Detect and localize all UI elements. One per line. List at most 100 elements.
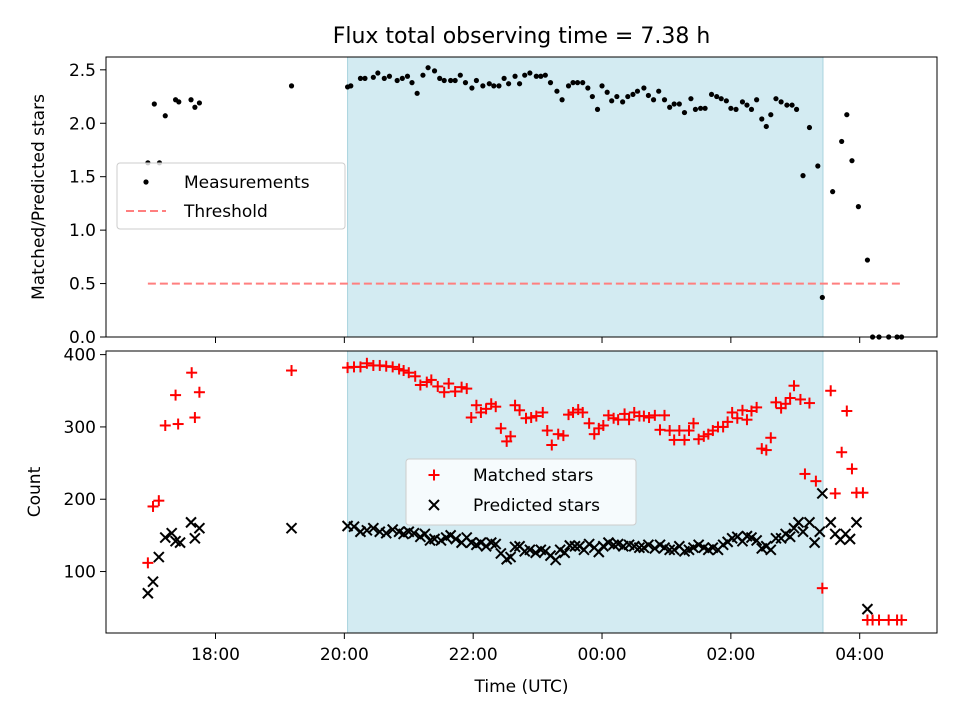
top-ytick-label: 1.5 bbox=[69, 168, 96, 188]
matched-star-point bbox=[799, 468, 811, 480]
measurement-point bbox=[697, 105, 704, 111]
measurement-point bbox=[641, 85, 647, 91]
measurement-point bbox=[830, 189, 836, 195]
matched-star-point bbox=[189, 412, 201, 424]
measurement-point bbox=[630, 91, 636, 98]
matched-star-point bbox=[409, 370, 421, 382]
bottom-xtick-label: 02:00 bbox=[706, 645, 755, 665]
matched-star-point bbox=[286, 365, 298, 377]
top-ytick-label: 2.0 bbox=[69, 114, 96, 134]
measurement-point bbox=[714, 93, 720, 100]
measurement-point bbox=[789, 102, 795, 108]
measurement-point bbox=[437, 75, 443, 81]
matched-star-point bbox=[147, 500, 159, 512]
measurement-point bbox=[688, 96, 694, 102]
measurement-point bbox=[348, 83, 354, 89]
bottom-ticks: 100 200 300 400 18:00 20:00 22:00 00:00 02:00 04:… bbox=[64, 346, 885, 665]
measurement-point bbox=[625, 93, 631, 100]
matched-star-point bbox=[741, 414, 753, 426]
matched-star-point bbox=[432, 380, 444, 392]
legend-matched-glyph bbox=[428, 469, 440, 481]
measurement-point bbox=[565, 83, 572, 89]
matched-star-point bbox=[654, 424, 666, 436]
measurement-point bbox=[547, 80, 554, 86]
measurement-point bbox=[527, 70, 533, 76]
measurement-point bbox=[452, 77, 458, 84]
matched-star-point bbox=[846, 463, 858, 475]
predicted-star-point bbox=[444, 529, 457, 542]
predicted-star-point bbox=[649, 542, 661, 555]
measurement-point bbox=[614, 93, 620, 100]
predicted-star-point bbox=[642, 539, 655, 551]
matched-star-point bbox=[829, 487, 841, 499]
measurement-point bbox=[667, 104, 673, 110]
predicted-star-point bbox=[808, 536, 821, 549]
matched-star-point bbox=[659, 409, 671, 421]
measurement-point bbox=[362, 75, 368, 81]
legend-threshold-label: Threshold bbox=[183, 202, 268, 222]
predicted-star-point bbox=[765, 544, 777, 556]
measurement-point bbox=[473, 77, 480, 84]
measurement-point bbox=[585, 85, 591, 91]
predicted-star-point bbox=[850, 516, 863, 529]
bottom-xtick-label: 00:00 bbox=[578, 645, 627, 665]
matched-star-point bbox=[751, 401, 763, 413]
predicted-star-point bbox=[450, 533, 462, 545]
measurement-point bbox=[778, 99, 784, 105]
matched-star-point bbox=[597, 419, 609, 431]
predicted-star-point bbox=[663, 544, 676, 556]
measurement-point bbox=[739, 99, 746, 105]
measurement-point bbox=[702, 105, 708, 111]
legend-predicted-label: Predicted stars bbox=[473, 496, 600, 516]
measurement-point bbox=[819, 294, 825, 301]
measurement-point bbox=[864, 257, 871, 263]
top-legend-box bbox=[116, 162, 346, 230]
matched-star-point bbox=[530, 410, 542, 422]
measurement-point bbox=[462, 80, 469, 86]
bottom-ytick-label: 300 bbox=[64, 418, 96, 438]
predicted-star-point bbox=[784, 531, 796, 543]
measurement-point bbox=[708, 91, 715, 98]
top-axes-frame bbox=[105, 56, 938, 338]
matched-star-point bbox=[803, 397, 815, 409]
measurement-point bbox=[357, 75, 364, 81]
matched-star-point bbox=[664, 425, 676, 437]
bottom-xtick-label: 22:00 bbox=[449, 645, 498, 665]
matched-star-point bbox=[387, 361, 399, 373]
measurement-point bbox=[656, 88, 662, 94]
predicted-star-point bbox=[816, 487, 829, 500]
measurement-point bbox=[486, 81, 492, 87]
matched-star-point bbox=[525, 412, 537, 424]
legend-measurements-marker bbox=[143, 179, 149, 185]
measurement-point bbox=[425, 65, 431, 71]
matched-star-point bbox=[577, 406, 589, 418]
matched-star-point bbox=[159, 419, 171, 431]
bottom-xtick-label: 20:00 bbox=[320, 645, 369, 665]
matched-star-point bbox=[673, 425, 685, 437]
measurement-point bbox=[855, 204, 862, 210]
predicted-star-point bbox=[475, 536, 487, 549]
measurement-point bbox=[480, 83, 486, 89]
matched-star-point bbox=[825, 385, 837, 397]
predicted-star-point bbox=[607, 539, 620, 551]
matched-star-point bbox=[172, 418, 184, 430]
measurement-point bbox=[441, 77, 447, 84]
matched-star-point bbox=[678, 434, 690, 446]
measurement-point bbox=[496, 83, 502, 89]
matched-star-point bbox=[760, 444, 772, 456]
measurement-point bbox=[773, 96, 779, 102]
measurement-point bbox=[609, 98, 615, 104]
matched-star-point bbox=[612, 414, 624, 426]
top-ytick-label: 0.0 bbox=[69, 328, 96, 348]
measurement-point bbox=[399, 75, 405, 81]
matched-star-point bbox=[638, 410, 650, 422]
measurement-point bbox=[671, 101, 677, 107]
measurement-point bbox=[491, 83, 497, 89]
measurement-point bbox=[188, 97, 194, 103]
measurement-point bbox=[620, 99, 626, 105]
measurement-point bbox=[196, 100, 203, 106]
measurement-point bbox=[800, 173, 806, 179]
predicted-star-point bbox=[509, 541, 521, 553]
measurement-point bbox=[728, 105, 734, 111]
predicted-star-point bbox=[189, 532, 201, 544]
